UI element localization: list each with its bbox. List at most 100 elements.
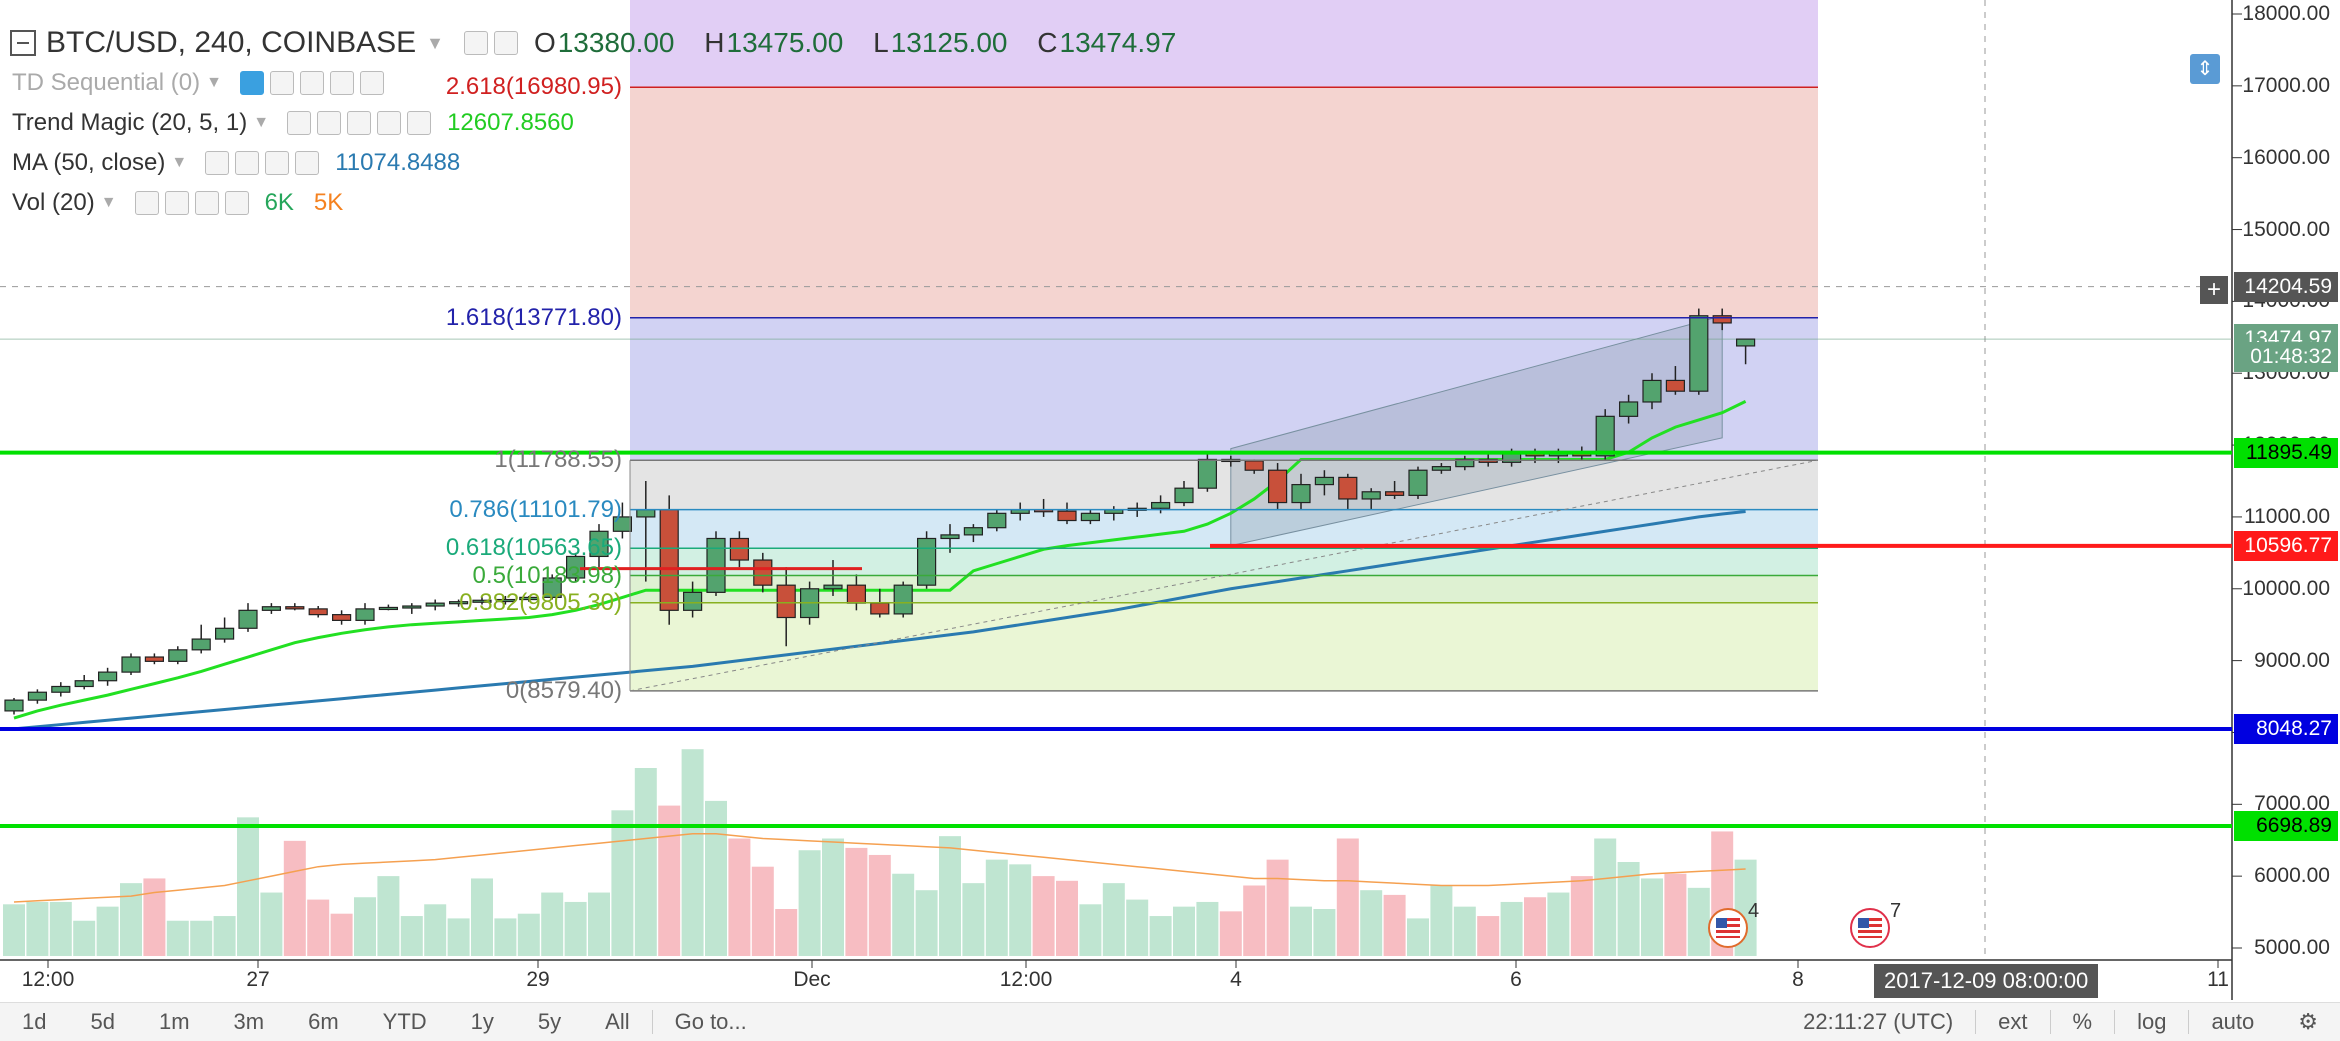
symbol-title[interactable]: BTC/USD, 240, COINBASE <box>46 26 417 59</box>
chevron-down-icon[interactable]: ▼ <box>171 154 188 171</box>
close-icon[interactable] <box>407 111 432 135</box>
goto-button[interactable]: Go to... <box>674 1009 747 1034</box>
source-icon[interactable] <box>347 111 372 135</box>
range-3m[interactable]: 3m <box>233 1009 265 1034</box>
economic-event-icon[interactable]: 4 <box>1708 900 1759 948</box>
candle[interactable] <box>1455 455 1475 471</box>
candle[interactable] <box>238 603 258 632</box>
candle[interactable] <box>753 552 773 593</box>
candle[interactable] <box>97 667 118 686</box>
close-icon[interactable] <box>224 191 249 215</box>
candle[interactable] <box>191 624 211 654</box>
close-icon[interactable] <box>359 71 384 95</box>
candle[interactable] <box>1665 366 1686 395</box>
chevron-down-icon[interactable]: ▼ <box>100 194 117 211</box>
chevron-down-icon[interactable]: ▼ <box>426 32 444 53</box>
candle[interactable] <box>1618 394 1639 424</box>
candle[interactable] <box>1361 488 1381 510</box>
candle[interactable] <box>776 567 796 647</box>
indicator-td-sequential[interactable]: TD Sequential (0) ▼ <box>12 66 400 100</box>
plus-icon[interactable] <box>194 191 219 215</box>
indicator-volume[interactable]: Vol (20) ▼ 6K 5K <box>12 186 363 220</box>
candle[interactable] <box>1057 502 1077 525</box>
candle[interactable] <box>4 697 24 715</box>
candle[interactable] <box>542 574 562 600</box>
candle[interactable] <box>425 599 445 611</box>
candle[interactable] <box>215 617 235 643</box>
candle[interactable] <box>823 560 843 596</box>
collapse-icon[interactable] <box>10 30 36 56</box>
toggle-percent[interactable]: % <box>2072 1009 2093 1034</box>
candle[interactable] <box>1291 473 1311 510</box>
candle[interactable] <box>51 682 71 697</box>
candle[interactable] <box>963 524 984 543</box>
candle[interactable] <box>168 646 188 665</box>
plus-icon[interactable] <box>329 71 354 95</box>
candle[interactable] <box>27 689 47 704</box>
candle[interactable] <box>987 509 1007 532</box>
plus-icon[interactable] <box>377 111 402 135</box>
candle[interactable] <box>121 653 141 675</box>
range-1d[interactable]: 1d <box>22 1009 47 1034</box>
candle[interactable] <box>285 603 305 611</box>
plus-icon[interactable] <box>265 151 290 175</box>
gear-icon[interactable] <box>164 191 189 215</box>
candle[interactable] <box>74 674 94 690</box>
source-icon[interactable] <box>299 71 324 95</box>
candle[interactable] <box>355 603 375 625</box>
candle[interactable] <box>1384 481 1405 499</box>
candle[interactable] <box>1431 463 1452 474</box>
candle[interactable] <box>846 574 867 611</box>
economic-event-icon[interactable]: 7 <box>1850 900 1901 948</box>
candle[interactable] <box>1080 509 1101 525</box>
toggle-log[interactable]: log <box>2137 1009 2167 1034</box>
range-5y[interactable]: 5y <box>537 1009 562 1034</box>
close-icon[interactable] <box>295 151 320 175</box>
candle[interactable] <box>729 531 750 568</box>
gear-icon[interactable] <box>493 31 518 55</box>
candle[interactable] <box>472 597 492 605</box>
candle[interactable] <box>589 524 609 568</box>
range-5d[interactable]: 5d <box>90 1009 115 1034</box>
eye-icon[interactable] <box>239 71 264 95</box>
chevron-down-icon[interactable]: ▼ <box>253 114 270 131</box>
candle[interactable] <box>261 603 281 614</box>
candle[interactable] <box>612 502 633 539</box>
toggle-auto[interactable]: auto <box>2211 1009 2255 1034</box>
candle[interactable] <box>1197 452 1218 492</box>
gear-icon[interactable] <box>269 71 294 95</box>
candle[interactable] <box>565 552 586 582</box>
candle[interactable] <box>449 599 469 607</box>
candle[interactable] <box>308 606 328 618</box>
gear-icon[interactable]: ⚙ <box>2298 1009 2318 1034</box>
gear-icon[interactable] <box>235 151 260 175</box>
scale-toggle-icon[interactable]: ⇕ <box>2190 54 2220 84</box>
indicator-ma[interactable]: MA (50, close) ▼ 11074.8488 <box>12 146 480 180</box>
candle[interactable] <box>1689 308 1709 395</box>
candle[interactable] <box>893 581 913 618</box>
plus-icon[interactable]: + <box>2200 276 2228 304</box>
candle[interactable] <box>332 610 352 625</box>
candle[interactable] <box>1174 481 1194 507</box>
candle[interactable] <box>495 595 515 605</box>
indicator-trend-magic[interactable]: Trend Magic (20, 5, 1) ▼ 12607.8560 <box>12 106 594 140</box>
candle[interactable] <box>1408 466 1428 499</box>
eye-icon[interactable] <box>134 191 159 215</box>
candle[interactable] <box>682 581 703 618</box>
range-ytd[interactable]: YTD <box>382 1009 427 1034</box>
candle[interactable] <box>1267 463 1288 510</box>
range-all[interactable]: All <box>605 1009 630 1034</box>
candle[interactable] <box>1338 473 1358 510</box>
range-1m[interactable]: 1m <box>158 1009 190 1034</box>
gear-icon[interactable] <box>317 111 342 135</box>
candle[interactable] <box>659 495 679 625</box>
candle[interactable] <box>402 603 422 614</box>
candle[interactable] <box>144 653 164 665</box>
utc-clock[interactable]: 22:11:27 (UTC) <box>1803 1009 1954 1034</box>
range-1y[interactable]: 1y <box>470 1009 494 1034</box>
candle[interactable] <box>1712 308 1732 331</box>
eye-icon[interactable] <box>287 111 312 135</box>
eye-icon[interactable] <box>205 151 230 175</box>
candle[interactable] <box>1642 373 1662 410</box>
